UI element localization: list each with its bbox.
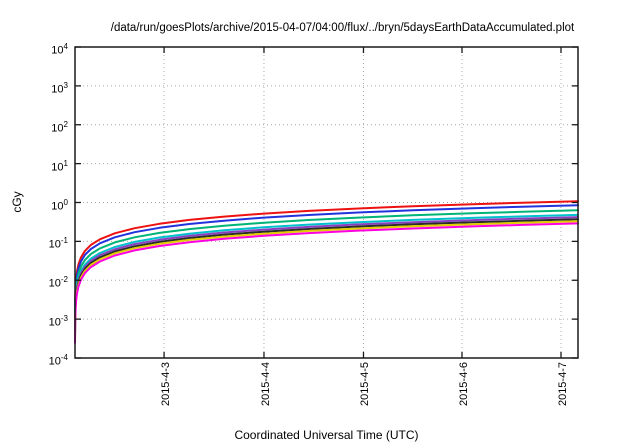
x-axis-label: Coordinated Universal Time (UTC): [234, 428, 419, 442]
y-tick-label: 10-1: [48, 236, 68, 252]
y-tick-label: 10-2: [48, 275, 68, 290]
y-tick-label: 10-4: [48, 353, 68, 368]
y-tick-label: 103: [51, 80, 68, 96]
x-tick-label: 2015-4-4: [259, 362, 272, 407]
y-tick-label: 101: [51, 158, 68, 174]
series-black: [74, 218, 579, 340]
x-tick-label: 2015-4-6: [457, 362, 470, 407]
y-tick-label: 10-3: [48, 314, 68, 329]
y-tick-label: 102: [51, 119, 68, 135]
x-tick-label: 2015-4-5: [359, 362, 372, 407]
y-tick-label: 100: [51, 197, 68, 213]
x-tick-label: 2015-4-7: [557, 362, 569, 407]
x-tick-label: 2015-4-3: [160, 362, 173, 407]
chart-title: /data/run/goesPlots/archive/2015-04-07/0…: [110, 22, 575, 34]
y-tick-label: 104: [51, 42, 68, 57]
